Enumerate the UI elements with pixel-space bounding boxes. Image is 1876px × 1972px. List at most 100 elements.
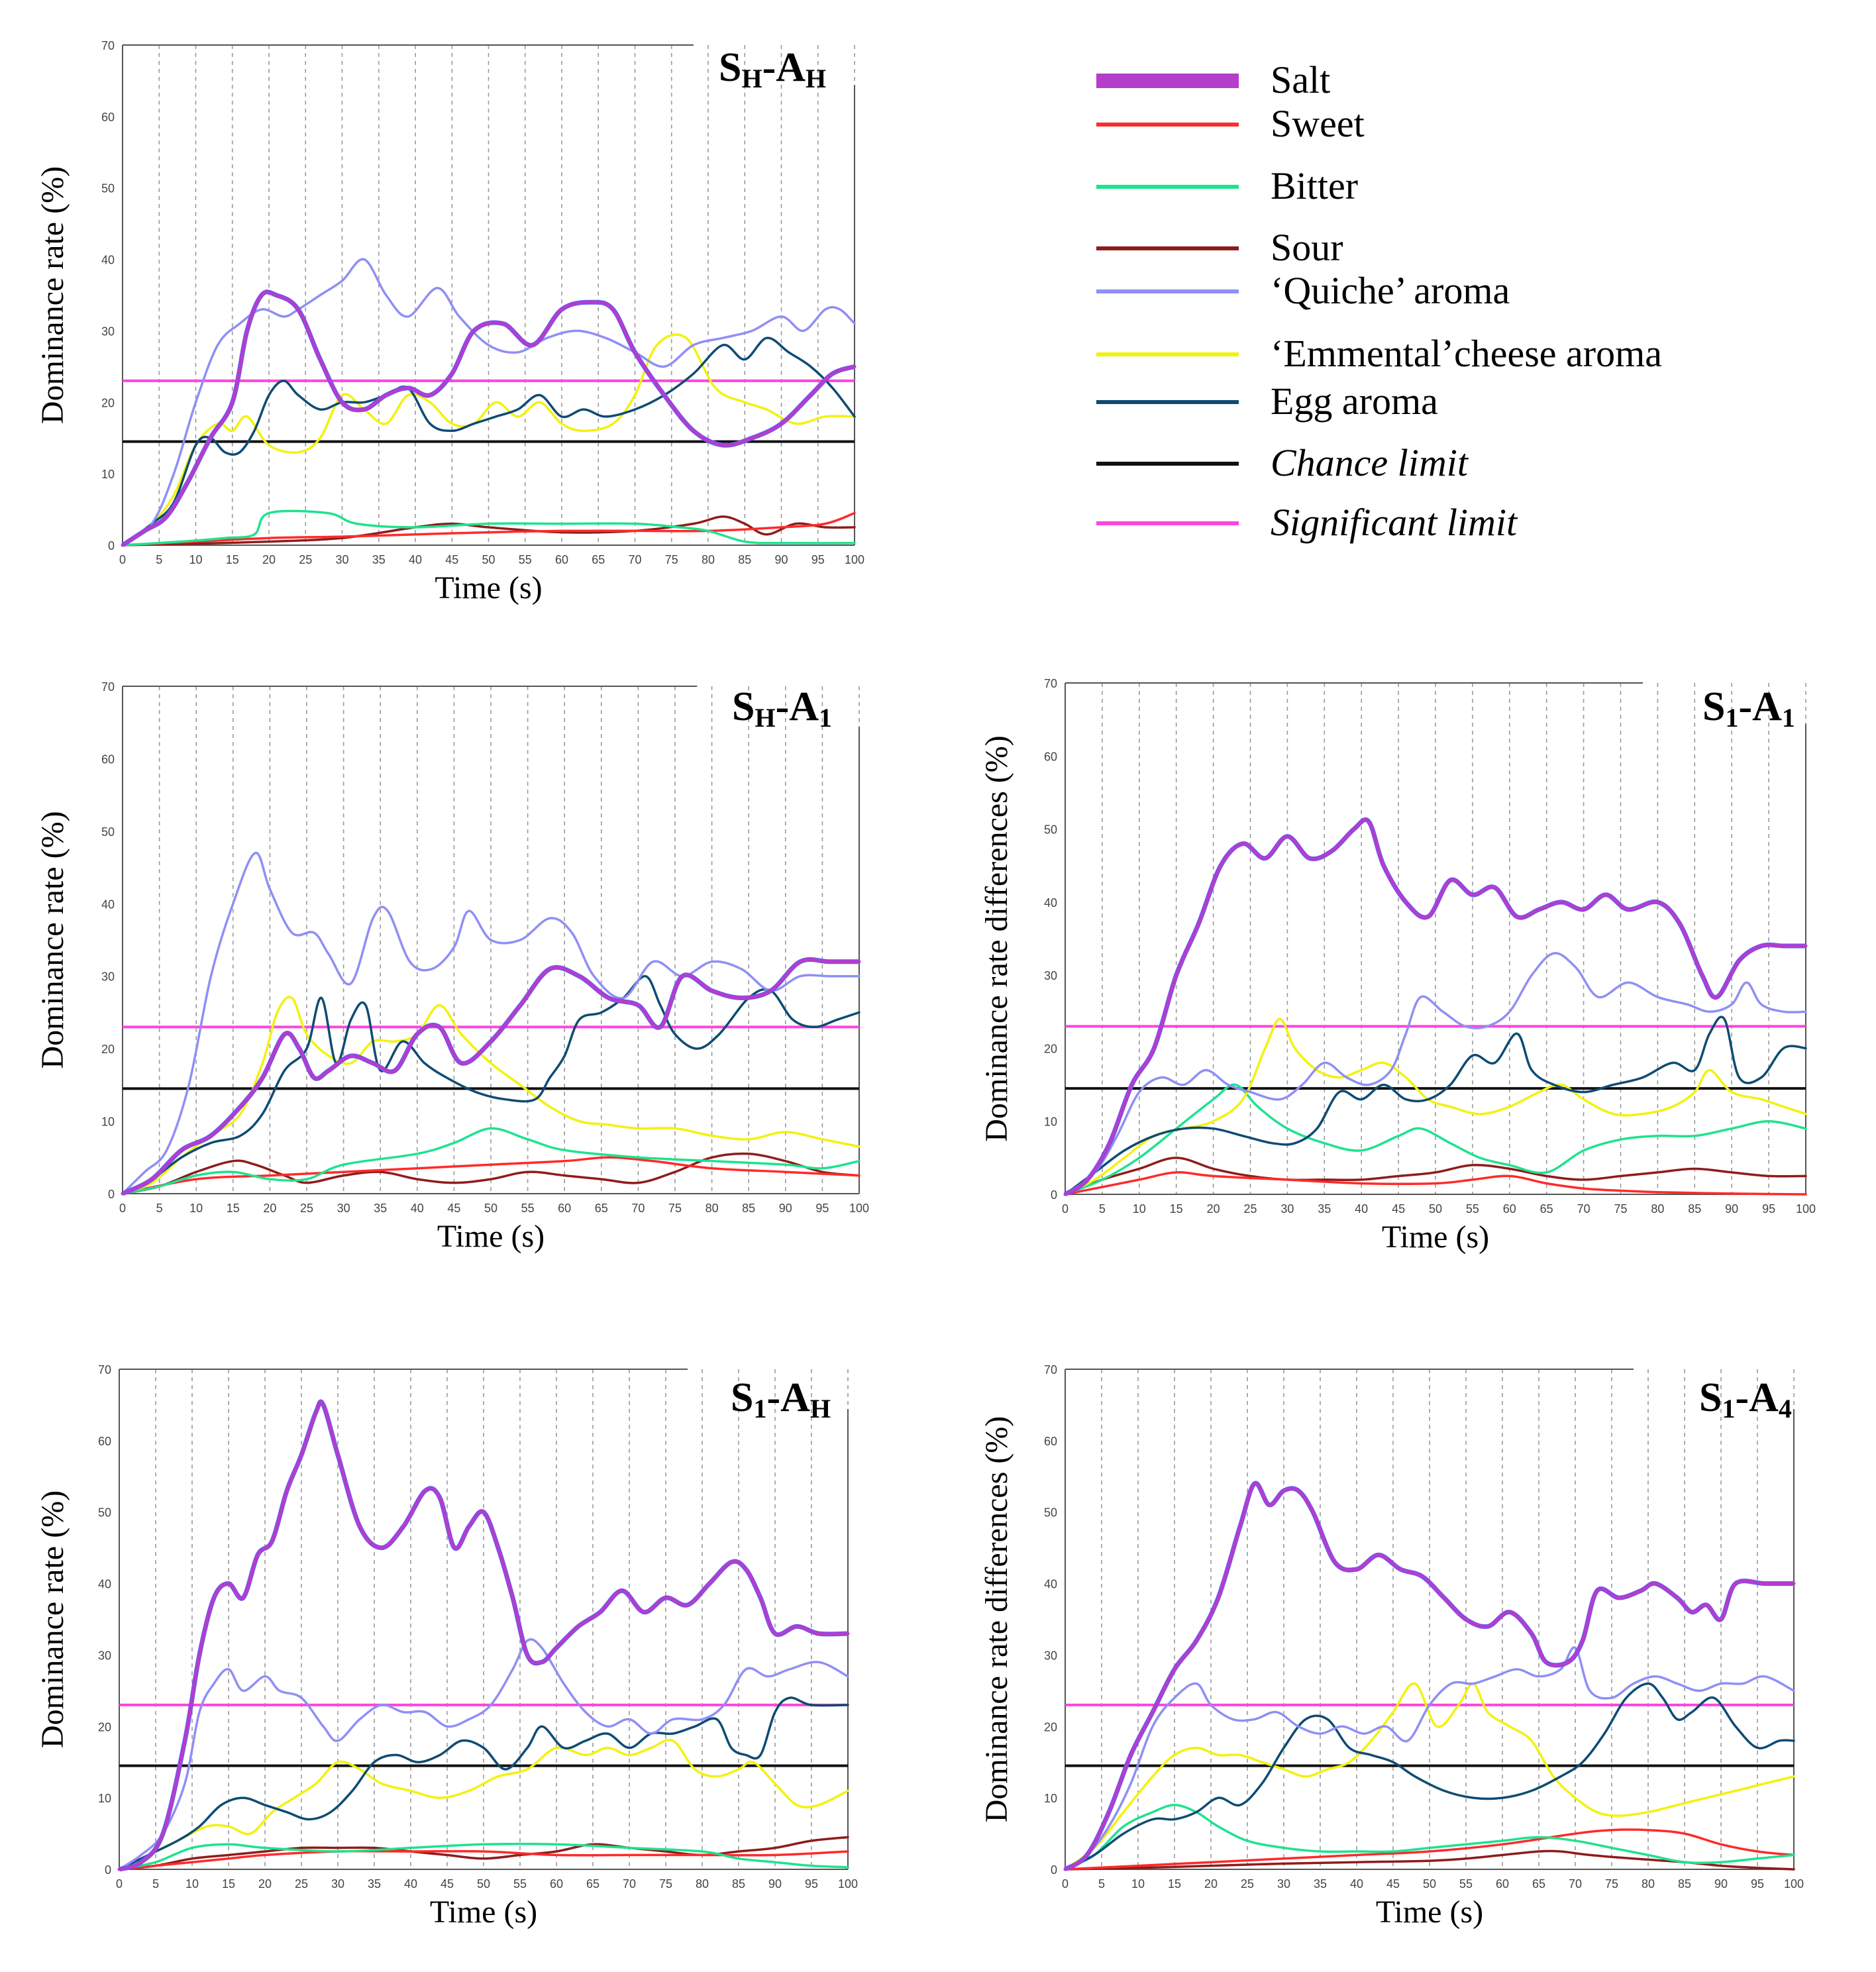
x-tick-label: 55 [1459,1877,1473,1891]
x-tick-label: 55 [521,1202,535,1215]
x-tick-label: 60 [555,553,568,566]
series-salt [121,958,861,1196]
series-egg [1064,1015,1807,1196]
y-tick-label: 50 [1044,1506,1057,1520]
panel-title: S1-AH [731,1375,831,1424]
x-tick-label: 100 [845,553,864,566]
y-tick-label: 40 [101,254,115,267]
x-axis-label: Time (s) [1382,1220,1489,1255]
x-tick-label: 30 [335,553,348,566]
x-tick-label: 35 [1314,1877,1327,1891]
x-tick-label: 25 [295,1877,308,1891]
series-bitter [121,509,856,546]
series-sour [1064,1157,1807,1196]
series-sour [121,1152,860,1195]
gridlines [1101,1369,1795,1869]
gridlines [155,1369,849,1869]
y-tick-label: 20 [101,396,115,409]
x-tick-label: 30 [331,1877,344,1891]
x-tick-label: 95 [1762,1202,1775,1216]
x-tick-label: 45 [1386,1877,1400,1891]
series-sweet [1064,1171,1807,1196]
x-tick-label: 100 [838,1877,858,1891]
series-salt [121,290,857,547]
x-tick-label: 5 [1098,1877,1105,1891]
legend-label-sour: Sour [1271,226,1343,269]
y-tick-label: 60 [101,752,115,766]
x-tick-label: 5 [156,1202,163,1215]
series-salt [1063,1481,1796,1871]
x-tick-label: 15 [227,1202,240,1215]
series-salt-shadow [1064,1480,1794,1872]
x-tick-label: 80 [696,1877,709,1891]
x-tick-label: 20 [263,1202,276,1215]
x-tick-label: 40 [409,553,422,566]
x-tick-label: 30 [1277,1877,1290,1891]
series-salt [1063,817,1808,1196]
x-tick-label: 35 [1318,1202,1331,1216]
y-axis-label: Dominance rate (%) [35,811,70,1068]
x-tick-label: 20 [258,1877,272,1891]
x-tick-label: 25 [300,1202,313,1215]
panel-title: SH-AH [719,45,826,93]
x-tick-label: 50 [477,1877,490,1891]
x-tick-label: 50 [1423,1877,1436,1891]
y-axis-label: Dominance rate (%) [35,166,70,424]
y-tick-label: 50 [1044,823,1057,837]
series-sour [118,1836,849,1871]
x-tick-label: 90 [768,1877,782,1891]
y-tick-label: 30 [1044,969,1057,982]
y-tick-label: 70 [101,680,115,694]
y-axis-label: Dominance rate (%) [35,1490,70,1748]
x-tick-label: 65 [595,1202,608,1215]
y-tick-label: 40 [1044,1578,1057,1591]
legend-label-significant: Significant limit [1271,501,1518,544]
legend-label-emmental: ‘Emmental’cheese aroma [1271,332,1662,375]
x-tick-label: 50 [1429,1202,1442,1216]
y-tick-label: 40 [1044,896,1057,909]
x-tick-label: 55 [519,553,532,566]
x-tick-label: 65 [592,553,605,566]
y-tick-label: 10 [98,1792,111,1805]
x-tick-label: 55 [1466,1202,1479,1216]
y-tick-label: 0 [1051,1863,1057,1877]
x-tick-label: 85 [738,553,751,566]
x-tick-label: 35 [368,1877,381,1891]
legend-label-quiche: ‘Quiche’ aroma [1271,269,1510,312]
y-tick-label: 20 [1044,1720,1057,1734]
series-egg [121,337,856,546]
x-tick-label: 85 [1678,1877,1691,1891]
x-tick-label: 25 [1243,1202,1257,1216]
x-tick-label: 70 [623,1877,636,1891]
y-tick-label: 10 [101,468,115,481]
series-quiche [121,258,856,546]
series-sweet [121,511,856,546]
x-tick-label: 10 [189,553,202,566]
x-tick-label: 85 [742,1202,755,1215]
x-tick-label: 85 [732,1877,745,1891]
x-tick-label: 80 [702,553,715,566]
x-tick-label: 70 [631,1202,645,1215]
y-tick-label: 20 [101,1043,115,1056]
x-tick-label: 95 [815,1202,829,1215]
x-tick-label: 65 [1532,1877,1545,1891]
series-quiche [1064,952,1807,1196]
legend-label-salt: Salt [1271,58,1330,101]
series-quiche [121,851,860,1195]
x-tick-label: 5 [1099,1202,1106,1216]
x-tick-label: 90 [1725,1202,1738,1216]
x-tick-label: 100 [849,1202,869,1215]
x-tick-label: 15 [222,1877,235,1891]
x-tick-label: 75 [665,553,678,566]
gridlines [158,686,860,1194]
panel-s1-ah: 0 5 10 15 20 25 30 35 40 45 50 55 60 65 70 75 80 85 90 95 10… [35,1363,858,1930]
x-tick-label: 85 [1688,1202,1701,1216]
y-tick-label: 70 [101,39,115,52]
y-tick-label: 60 [1044,1435,1057,1448]
series-quiche [1064,1646,1795,1871]
y-tick-label: 10 [1044,1792,1057,1805]
x-tick-label: 100 [1796,1202,1816,1216]
y-tick-label: 40 [101,898,115,911]
x-tick-label: 100 [1784,1877,1804,1891]
